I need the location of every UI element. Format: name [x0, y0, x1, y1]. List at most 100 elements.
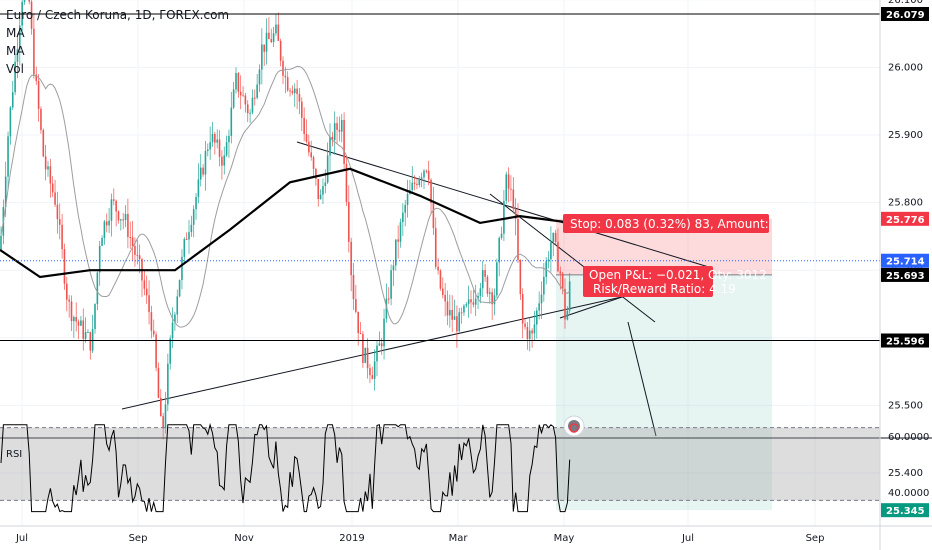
candle-body — [89, 331, 92, 351]
time-tick-label: Sep — [129, 533, 148, 544]
price-level-label: 25.596 — [886, 337, 925, 348]
candle-body — [453, 316, 456, 320]
candle-body — [406, 194, 409, 205]
candle-body — [376, 345, 378, 362]
trend-line — [559, 295, 626, 319]
time-tick-label: May — [554, 533, 575, 544]
candle-body — [387, 298, 390, 300]
candles — [0, 0, 571, 440]
candle-body — [432, 203, 435, 229]
candle-body — [460, 312, 463, 314]
candle-body — [479, 288, 482, 296]
candle-body — [503, 200, 505, 234]
ma-indicator-label[interactable]: MA — [6, 26, 25, 40]
candle-body — [512, 189, 515, 209]
candle-body — [169, 338, 171, 364]
candle-body — [477, 295, 479, 299]
candle-body — [559, 271, 562, 274]
candle-body — [202, 167, 204, 175]
candle-body — [223, 155, 226, 166]
volume-indicator-label[interactable]: Vol — [6, 62, 24, 76]
candle-body — [566, 310, 569, 320]
ma-indicator-label[interactable]: MA — [6, 44, 25, 58]
candle-body — [369, 368, 371, 376]
candle-body — [371, 375, 374, 379]
horizontal-levels — [0, 13, 880, 342]
candle-body — [246, 104, 249, 114]
time-tick-label: Jul — [15, 533, 28, 544]
candle-body — [308, 141, 310, 153]
rsi-label: RSI — [6, 449, 22, 460]
candle-body — [289, 90, 291, 92]
candle-body — [232, 89, 235, 108]
candle-body — [310, 152, 312, 158]
candle-body — [293, 88, 296, 94]
candle-body — [343, 119, 345, 164]
candle-body — [230, 107, 233, 136]
candle-body — [439, 270, 442, 289]
pnl-label-box — [583, 266, 713, 297]
candle-body — [442, 288, 444, 296]
price-tick-label: 26.000 — [888, 62, 923, 73]
candle-body — [127, 213, 129, 238]
candle-body — [61, 224, 63, 250]
candle-body — [270, 39, 273, 43]
candle-body — [491, 292, 493, 305]
candle-body — [30, 1, 33, 29]
price-level-label: 25.345 — [886, 506, 925, 517]
candle-body — [345, 163, 348, 202]
candle-body — [430, 179, 432, 204]
time-tick-label: 2019 — [339, 533, 364, 544]
candle-body — [531, 330, 533, 334]
candle-body — [108, 220, 110, 226]
candle-body — [324, 182, 327, 187]
candle-body — [437, 266, 439, 271]
candle-body — [456, 316, 458, 332]
candle-body — [75, 317, 77, 322]
time-tick-label: Nov — [234, 533, 254, 544]
candle-body — [176, 296, 179, 315]
candle-body — [178, 280, 181, 297]
candle-body — [279, 40, 282, 61]
candle-body — [58, 219, 61, 225]
candle-body — [28, 0, 30, 2]
candle-body — [434, 228, 437, 267]
candle-body — [174, 314, 176, 323]
candle-body — [11, 92, 14, 108]
candle-body — [348, 201, 350, 242]
candle-body — [416, 183, 418, 186]
stop-label-box — [563, 214, 769, 233]
candle-body — [0, 235, 2, 250]
candle-body — [496, 262, 498, 296]
candle-body — [397, 239, 399, 242]
candle-body — [4, 176, 7, 207]
candle-body — [350, 241, 352, 276]
candle-body — [524, 323, 526, 327]
candle-body — [336, 123, 338, 130]
candle-body — [338, 129, 341, 132]
candle-body — [449, 309, 451, 316]
candle-body — [37, 80, 40, 109]
candle-body — [258, 69, 261, 85]
candle-body — [277, 24, 280, 41]
candle-body — [463, 305, 465, 313]
candle-body — [378, 343, 381, 346]
candle-body — [103, 221, 106, 238]
candle-body — [517, 218, 519, 260]
candle-body — [162, 416, 164, 429]
candle-body — [470, 299, 472, 303]
price-level-box — [881, 267, 929, 282]
candle-body — [56, 204, 59, 220]
ma-long-line — [0, 167, 573, 279]
candle-body — [272, 33, 275, 43]
candle-body — [538, 303, 540, 311]
candle-body — [209, 142, 211, 150]
candle-body — [498, 237, 500, 263]
candle-body — [254, 97, 256, 99]
symbol-title[interactable]: Euro / Czech Koruna, 1D, FOREX.com — [6, 8, 230, 22]
price-tick-label: 25.900 — [888, 130, 923, 141]
candle-body — [550, 242, 552, 260]
candle-body — [216, 139, 218, 143]
candle-body — [190, 224, 193, 233]
